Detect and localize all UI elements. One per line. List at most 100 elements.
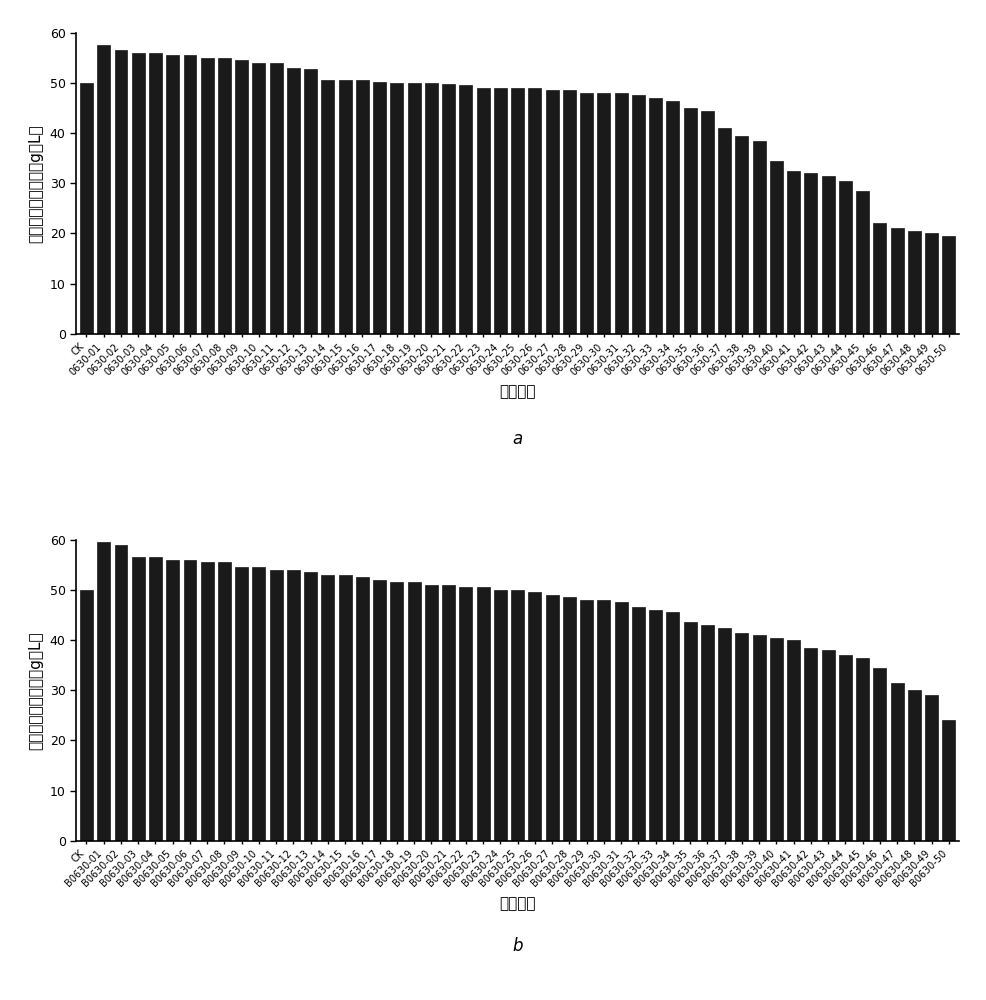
Bar (98, 45, 110, 334)
Bar (769, 161, 782, 334)
Bar (407, 83, 420, 334)
Bar (820, 176, 834, 334)
Bar (166, 55, 179, 334)
Bar (183, 560, 196, 841)
Bar (356, 577, 369, 841)
Bar (855, 191, 869, 334)
Bar (114, 545, 127, 841)
Bar (924, 695, 937, 841)
Bar (390, 83, 403, 334)
Bar (889, 228, 902, 334)
Bar (287, 570, 300, 841)
Bar (183, 55, 196, 334)
Bar (752, 141, 765, 334)
Bar (200, 562, 214, 841)
Bar (425, 585, 438, 841)
X-axis label: 菌株编号: 菌株编号 (499, 384, 535, 399)
Text: b: b (512, 937, 523, 955)
Bar (907, 231, 920, 334)
Bar (649, 610, 662, 841)
Bar (287, 68, 300, 334)
Bar (511, 88, 524, 334)
Bar (252, 567, 265, 841)
Bar (873, 223, 885, 334)
Bar (666, 101, 678, 334)
Bar (235, 567, 247, 841)
Bar (304, 572, 317, 841)
Bar (131, 53, 145, 334)
Bar (735, 633, 747, 841)
Bar (373, 82, 386, 334)
Bar (700, 625, 713, 841)
Bar (493, 88, 507, 334)
Bar (631, 95, 644, 334)
Text: a: a (512, 430, 523, 448)
Bar (459, 85, 472, 334)
Bar (269, 63, 282, 334)
Bar (649, 98, 662, 334)
Bar (735, 136, 747, 334)
Bar (149, 53, 162, 334)
Bar (942, 720, 954, 841)
Bar (580, 600, 593, 841)
Bar (631, 607, 644, 841)
Bar (269, 570, 282, 841)
Bar (356, 80, 369, 334)
Bar (442, 84, 455, 334)
Bar (683, 622, 696, 841)
Bar (149, 557, 162, 841)
Bar (562, 90, 575, 334)
Bar (80, 590, 93, 841)
Bar (614, 93, 627, 334)
Bar (855, 658, 869, 841)
Bar (683, 108, 696, 334)
Bar (131, 557, 145, 841)
Bar (597, 600, 609, 841)
X-axis label: 菌株编号: 菌株编号 (499, 896, 535, 911)
Bar (614, 602, 627, 841)
Bar (942, 236, 954, 334)
Bar (545, 595, 558, 841)
Bar (752, 635, 765, 841)
Bar (98, 542, 110, 841)
Bar (718, 128, 731, 334)
Bar (476, 88, 489, 334)
Bar (218, 562, 231, 841)
Bar (304, 69, 317, 334)
Bar (769, 638, 782, 841)
Bar (476, 587, 489, 841)
Bar (511, 590, 524, 841)
Bar (804, 173, 816, 334)
Bar (338, 575, 351, 841)
Bar (924, 233, 937, 334)
Bar (252, 63, 265, 334)
Bar (700, 111, 713, 334)
Bar (562, 597, 575, 841)
Bar (442, 585, 455, 841)
Bar (873, 668, 885, 841)
Bar (545, 90, 558, 334)
Bar (528, 592, 541, 841)
Bar (166, 560, 179, 841)
Bar (718, 628, 731, 841)
Y-axis label: 可得然胶粗提产量（g／L）: 可得然胶粗提产量（g／L） (28, 124, 42, 243)
Bar (838, 181, 851, 334)
Bar (373, 580, 386, 841)
Bar (597, 93, 609, 334)
Bar (390, 582, 403, 841)
Bar (838, 655, 851, 841)
Bar (580, 93, 593, 334)
Bar (407, 582, 420, 841)
Bar (889, 683, 902, 841)
Bar (114, 50, 127, 334)
Bar (666, 612, 678, 841)
Bar (425, 83, 438, 334)
Bar (493, 590, 507, 841)
Bar (80, 83, 93, 334)
Bar (321, 575, 334, 841)
Bar (528, 88, 541, 334)
Bar (787, 640, 800, 841)
Bar (804, 648, 816, 841)
Bar (338, 80, 351, 334)
Bar (907, 690, 920, 841)
